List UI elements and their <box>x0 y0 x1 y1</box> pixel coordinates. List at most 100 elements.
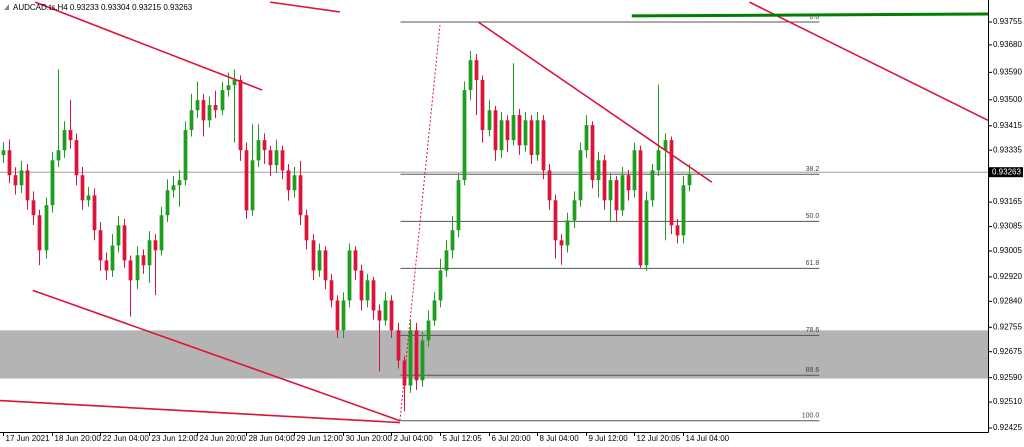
candle-body <box>37 215 42 251</box>
candle-body <box>438 270 443 301</box>
y-tick-label: 0.93415 <box>993 121 1022 130</box>
candle-body <box>487 110 492 131</box>
candle-body <box>596 160 601 181</box>
candle-body <box>456 180 461 231</box>
candle-body <box>183 130 188 181</box>
candle-body <box>122 225 127 261</box>
x-tick-label: 14 Jul 04:00 <box>686 434 730 443</box>
candle-body <box>104 260 109 271</box>
y-tick-label: 0.92590 <box>993 373 1022 382</box>
candle-body <box>141 255 146 266</box>
candle-body <box>669 140 674 226</box>
candle-body <box>632 150 637 191</box>
y-tick-label: 0.93085 <box>993 222 1022 231</box>
candle-body <box>304 215 309 241</box>
y-tick-label: 0.93680 <box>993 40 1022 49</box>
candle-body <box>128 260 133 281</box>
candle-body <box>383 300 388 321</box>
candle-body <box>274 150 279 166</box>
candle-body <box>614 180 619 211</box>
x-tick-label: 28 Jun 04:00 <box>249 434 296 443</box>
candle-body <box>359 270 364 301</box>
candle-body <box>681 185 686 236</box>
candle-body <box>584 125 589 151</box>
candle-body <box>535 120 540 156</box>
candle-body <box>1 150 6 156</box>
candle-body <box>256 140 261 161</box>
candle-body <box>468 60 473 91</box>
candle-body <box>68 130 73 141</box>
candle-body <box>480 79 485 131</box>
candle-body <box>74 140 79 176</box>
candle-body <box>420 340 425 381</box>
x-tick-label: 29 Jun 12:00 <box>297 434 344 443</box>
current-price-box <box>989 167 1023 178</box>
y-tick-label: 0.92675 <box>993 347 1022 356</box>
candle-body <box>602 160 607 201</box>
y-tick-label: 0.93500 <box>993 95 1022 104</box>
candle-body <box>353 250 358 271</box>
trendline <box>477 21 713 183</box>
candle-body <box>268 150 273 166</box>
candle-body <box>578 150 583 201</box>
candle-body <box>347 250 352 301</box>
candle-body <box>207 105 212 121</box>
trendline <box>34 1 263 91</box>
candle-body <box>62 130 67 151</box>
candle-body <box>171 185 176 191</box>
candle-body <box>444 250 449 271</box>
trendline <box>32 289 401 422</box>
candle-body <box>402 360 407 386</box>
candle-body <box>189 110 194 131</box>
plot-area: 0.0 38.2 50.0 61.8 78.6 88.6 100.0 <box>0 1 989 424</box>
candle-body <box>147 240 152 266</box>
candle-body <box>365 280 370 301</box>
y-tick-label: 0.93005 <box>993 246 1022 255</box>
candle-body <box>19 170 24 186</box>
fib-label: 78.6 <box>806 327 820 334</box>
fib-label: 0.0 <box>810 14 820 21</box>
zone <box>0 330 988 379</box>
candle-body <box>675 225 680 236</box>
current-price-label: 0.93263 <box>992 167 1021 176</box>
candle-body <box>317 250 322 271</box>
candle-body <box>165 190 170 216</box>
candle-body <box>687 174 692 186</box>
chart-title: AUDCAD.ts,H4 0.93233 0.93304 0.93215 0.9… <box>13 3 193 12</box>
candle-body <box>323 250 328 281</box>
fib-label: 50.0 <box>806 213 820 220</box>
candle-body <box>44 205 49 251</box>
candle-body <box>201 100 206 121</box>
candle-body <box>244 150 249 211</box>
candle-body <box>426 320 431 341</box>
x-tick-label: 5 Jul 12:05 <box>443 434 483 443</box>
candle-body <box>408 330 413 386</box>
y-tick-label: 0.92755 <box>993 322 1022 331</box>
x-tick-label: 2 Jul 04:00 <box>394 434 434 443</box>
candle-body <box>608 180 613 201</box>
trendline <box>749 1 989 122</box>
candle-body <box>517 115 522 146</box>
y-tick-label: 0.92510 <box>993 397 1022 406</box>
candle-body <box>626 175 631 191</box>
candle-body <box>298 175 303 216</box>
candle-body <box>572 200 577 221</box>
candle-body <box>135 255 140 281</box>
candle-body <box>7 150 12 176</box>
candle-body <box>98 230 103 261</box>
candle-body <box>159 215 164 251</box>
trendline <box>269 1 340 13</box>
x-tick-label: 23 Jun 12:00 <box>152 434 199 443</box>
candle-body <box>262 140 267 151</box>
candle-body <box>523 120 528 146</box>
symbol-icon <box>4 4 9 10</box>
fib-label: 88.6 <box>806 367 820 374</box>
candle-body <box>31 200 36 216</box>
candle-body <box>462 90 467 181</box>
candle-body <box>116 225 121 246</box>
candle-body <box>511 115 516 141</box>
candle-body <box>153 240 158 251</box>
candle-body <box>80 175 85 201</box>
trendline <box>0 399 400 424</box>
